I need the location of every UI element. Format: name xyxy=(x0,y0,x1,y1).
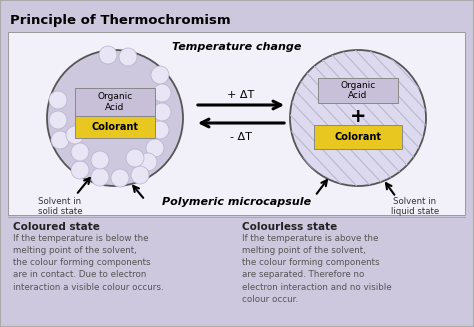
Circle shape xyxy=(99,46,117,64)
Text: Solvent in
solid state: Solvent in solid state xyxy=(38,197,82,216)
Circle shape xyxy=(126,149,144,167)
Bar xyxy=(8,32,465,215)
Text: Solvent in
liquid state: Solvent in liquid state xyxy=(391,197,439,216)
Circle shape xyxy=(146,139,164,157)
Circle shape xyxy=(131,166,149,184)
Text: If the temperature is above the
melting point of the solvent,
the colour forming: If the temperature is above the melting … xyxy=(242,234,392,304)
Text: Colorant: Colorant xyxy=(91,122,138,132)
Circle shape xyxy=(66,126,84,144)
Ellipse shape xyxy=(47,50,183,186)
Circle shape xyxy=(71,161,89,179)
Bar xyxy=(318,78,398,103)
Text: Polymeric microcapsule: Polymeric microcapsule xyxy=(163,197,311,207)
Circle shape xyxy=(119,48,137,66)
Text: Organic
Acid: Organic Acid xyxy=(97,92,133,112)
Circle shape xyxy=(151,121,169,139)
Circle shape xyxy=(91,168,109,186)
Bar xyxy=(314,125,402,149)
Circle shape xyxy=(71,143,89,161)
Text: Principle of Thermochromism: Principle of Thermochromism xyxy=(10,14,231,27)
Circle shape xyxy=(91,151,109,169)
Circle shape xyxy=(49,91,67,109)
Circle shape xyxy=(139,153,157,171)
Circle shape xyxy=(51,131,69,149)
Circle shape xyxy=(153,84,171,102)
Circle shape xyxy=(111,169,129,187)
Circle shape xyxy=(153,103,171,121)
Text: Temperature change: Temperature change xyxy=(173,42,301,52)
Text: - ΔT: - ΔT xyxy=(230,132,252,142)
Text: If the temperature is below the
melting point of the solvent,
the colour forming: If the temperature is below the melting … xyxy=(13,234,164,292)
Bar xyxy=(75,88,155,116)
Text: + ΔT: + ΔT xyxy=(228,90,255,100)
Circle shape xyxy=(49,111,67,129)
Circle shape xyxy=(151,66,169,84)
Text: +: + xyxy=(350,107,366,126)
Bar xyxy=(75,116,155,138)
Ellipse shape xyxy=(290,50,426,186)
Text: Organic
Acid: Organic Acid xyxy=(340,81,375,100)
Text: Colourless state: Colourless state xyxy=(242,222,337,232)
Text: Colorant: Colorant xyxy=(335,132,382,142)
Text: Coloured state: Coloured state xyxy=(13,222,100,232)
